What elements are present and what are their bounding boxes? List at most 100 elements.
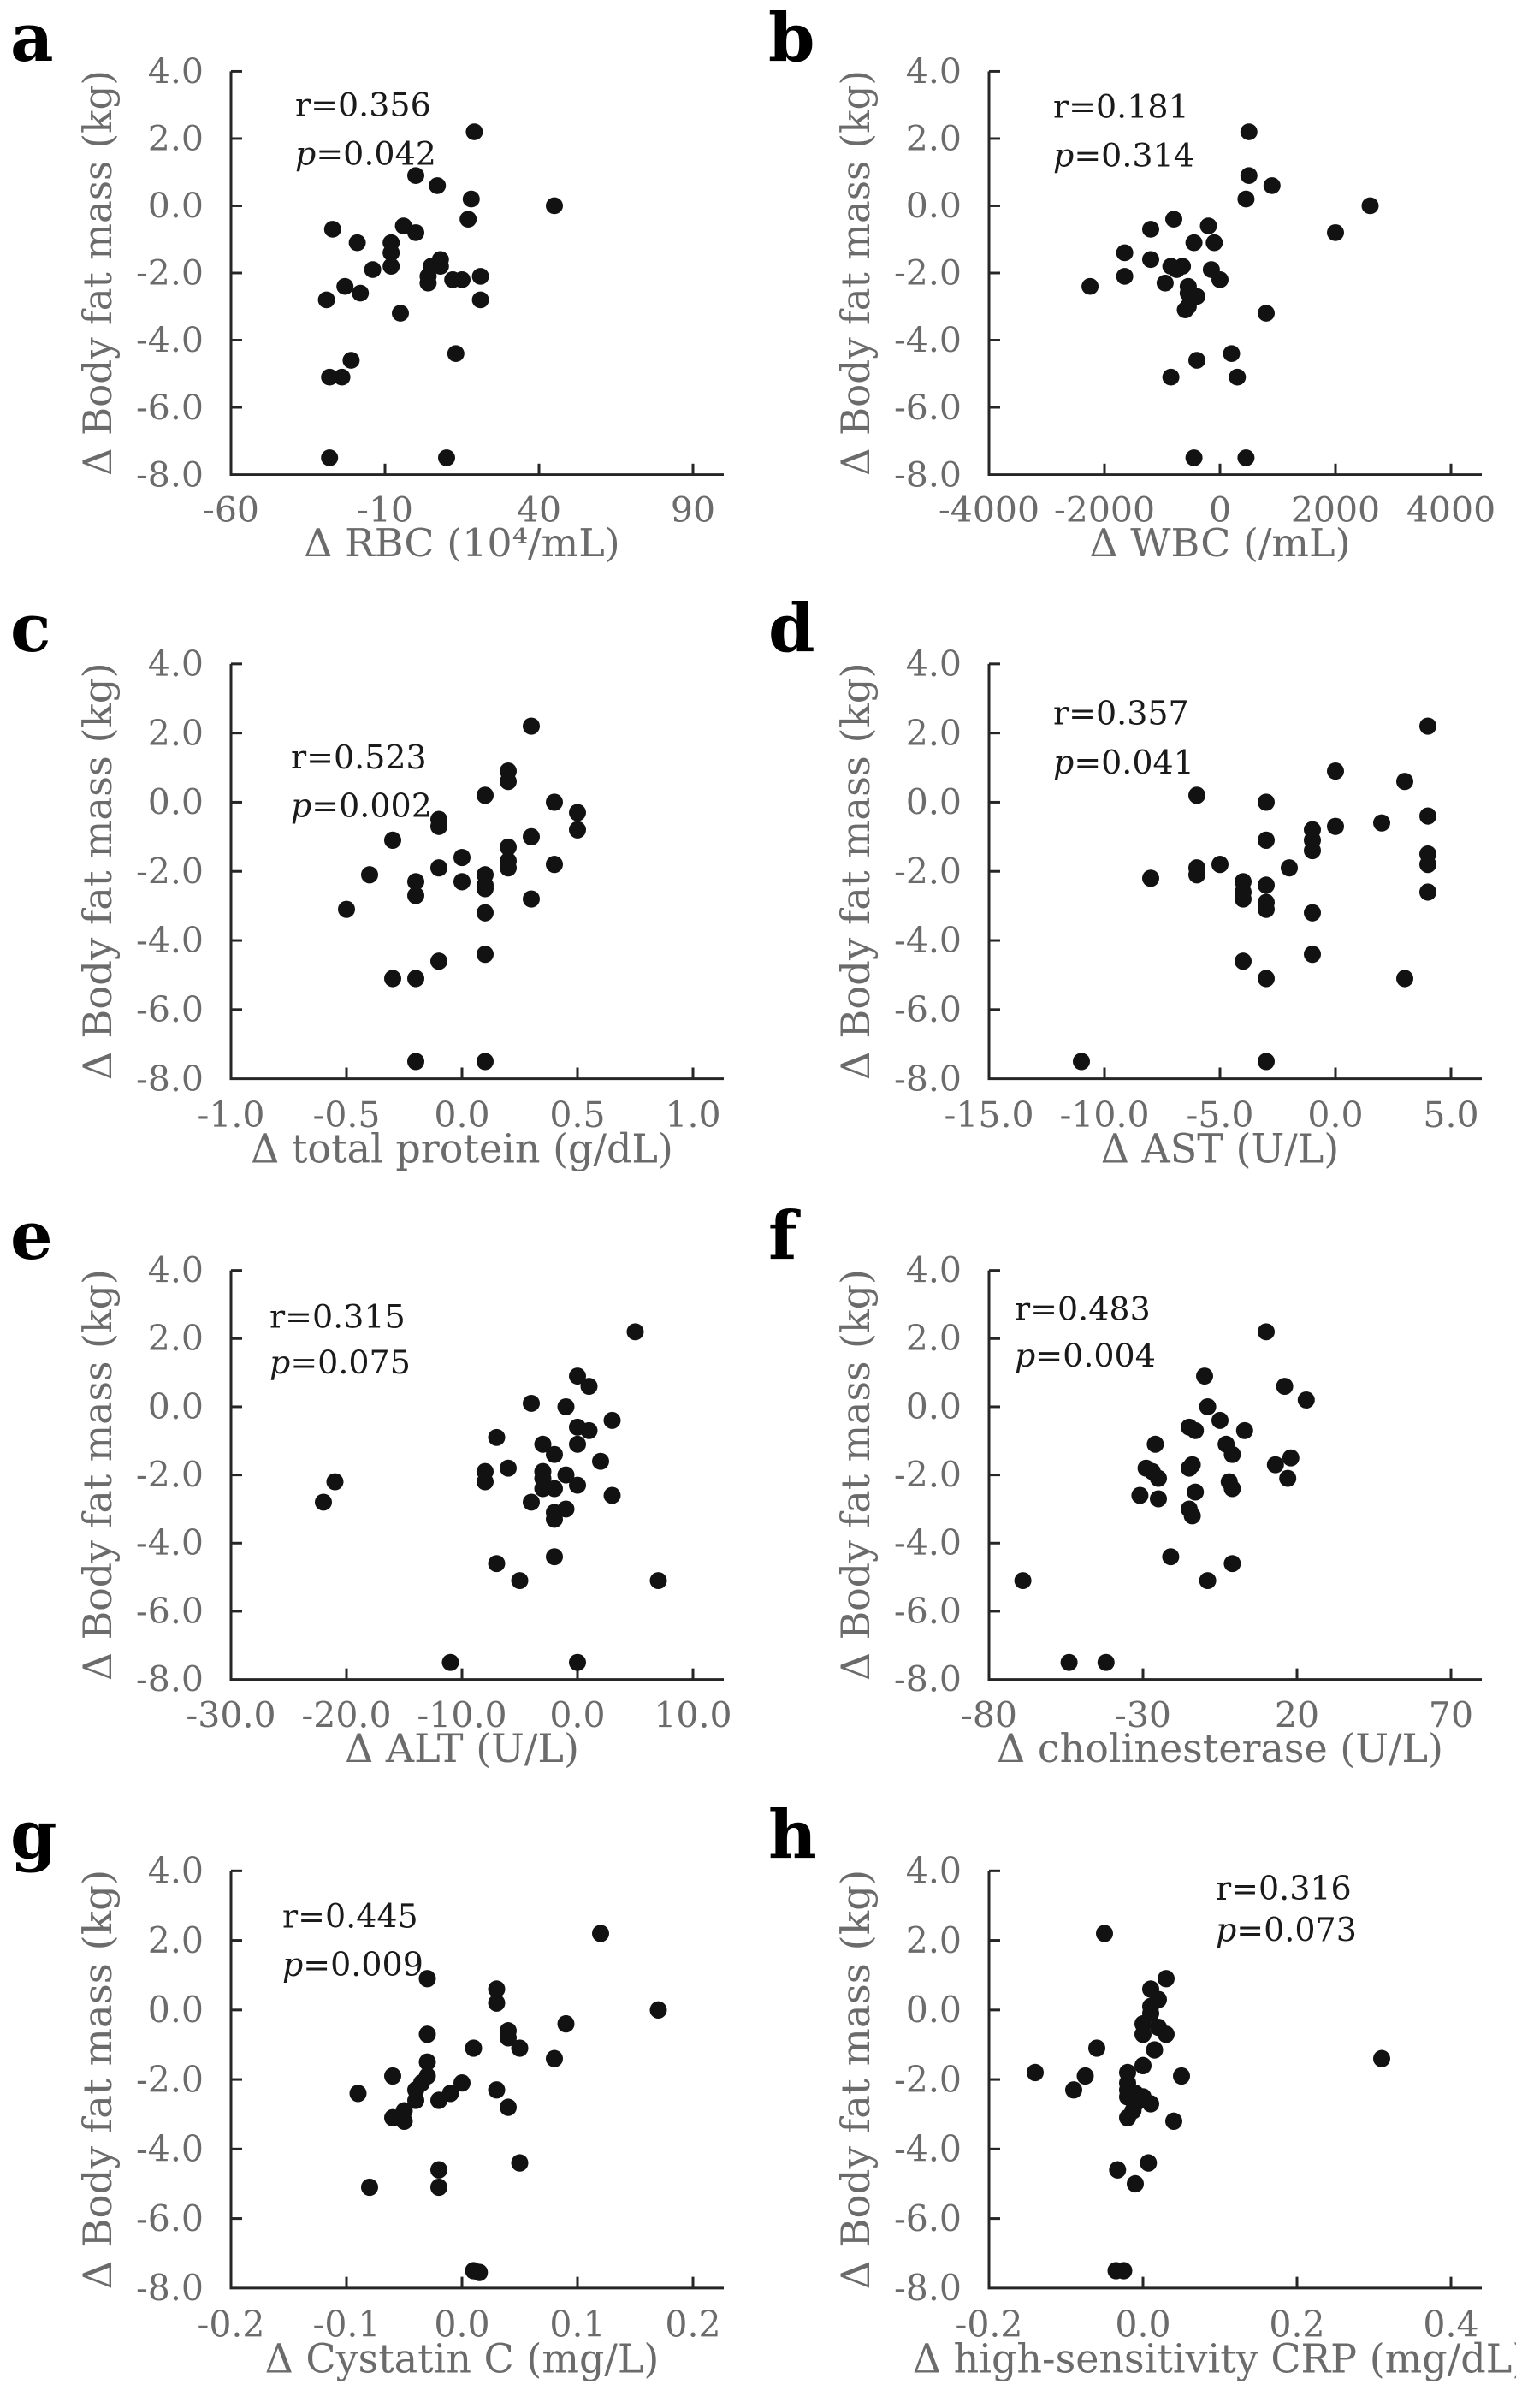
y-tick-label: 4.0 — [148, 51, 204, 92]
x-tick-label: 0.0 — [434, 1094, 489, 1136]
data-point — [500, 2098, 517, 2116]
data-point — [1237, 190, 1255, 208]
data-point — [1088, 2039, 1105, 2057]
y-axis-title: Δ Body fat mass (kg) — [832, 1870, 879, 2290]
data-point — [321, 449, 339, 466]
data-point — [1165, 2112, 1182, 2130]
data-point — [488, 1428, 506, 1446]
data-point — [471, 291, 489, 309]
data-point — [557, 1466, 575, 1484]
data-point — [1327, 817, 1344, 835]
x-tick-label: -0.5 — [312, 1094, 380, 1136]
x-tick-label: 0 — [1209, 489, 1231, 531]
panel-g-letter: g — [10, 1797, 57, 1874]
data-point — [1014, 1572, 1032, 1590]
data-point — [500, 773, 517, 791]
data-point — [1281, 859, 1298, 877]
data-point — [534, 1435, 552, 1453]
x-tick-label: 0.4 — [1423, 2304, 1478, 2345]
panel-c: c 4.0 2.0 0.0 -2.0 -4.0 -6.0 -8.0 -1.0 -0.5 0.0 0.… — [0, 590, 758, 1198]
data-point — [649, 1572, 667, 1590]
data-point — [1116, 244, 1134, 262]
axis-frame — [987, 71, 1482, 477]
data-point — [1276, 1378, 1294, 1396]
data-point — [1127, 2174, 1144, 2193]
panel-a: a 4.0 2.0 0.0 -2.0 -4.0 -6.0 -8.0 -60 -10 40 90 Δ B… — [0, 0, 758, 590]
panel-g: g 4.0 2.0 0.0 -2.0 -4.0 -6.0 -8.0 -0.2 -0.1 0.0 0.… — [0, 1797, 758, 2408]
y-tick-label: 4.0 — [906, 51, 962, 92]
x-tick-label: -80 — [961, 1694, 1017, 1735]
x-tick-label: 70 — [1429, 1694, 1473, 1735]
x-tick-label: 2000 — [1291, 489, 1380, 531]
data-point — [361, 866, 378, 884]
data-point — [430, 2091, 447, 2109]
data-point — [323, 221, 341, 238]
data-point — [592, 1452, 609, 1470]
axis-frame — [987, 1270, 1482, 1681]
y-tick-label: 4.0 — [906, 1850, 962, 1891]
data-point — [546, 1548, 563, 1566]
data-point — [1279, 1469, 1297, 1487]
data-point — [1235, 952, 1252, 970]
data-point — [500, 859, 517, 877]
data-point — [580, 1378, 598, 1396]
data-point — [1419, 883, 1436, 901]
y-tick-label: -6.0 — [136, 2198, 204, 2239]
data-point — [1115, 2262, 1133, 2280]
data-point — [453, 873, 471, 891]
data-point — [569, 1653, 586, 1671]
data-point — [352, 284, 370, 302]
data-point — [1109, 2161, 1127, 2179]
y-tick-label: 0.0 — [906, 186, 962, 227]
data-point — [1060, 1653, 1078, 1671]
data-point — [546, 1480, 563, 1498]
data-point — [1142, 251, 1159, 269]
data-point — [477, 1473, 494, 1491]
data-point — [459, 211, 477, 228]
x-tick-label: -30 — [1115, 1694, 1171, 1735]
y-tick-label: -2.0 — [136, 851, 204, 892]
panel-b: b 4.0 2.0 0.0 -2.0 -4.0 -6.0 -8.0 -4000 -2000 0 20… — [758, 0, 1516, 590]
y-tick-label: -4.0 — [136, 2128, 204, 2169]
data-point — [569, 1435, 586, 1453]
data-point — [418, 2025, 436, 2043]
panel-d: d 4.0 2.0 0.0 -2.0 -4.0 -6.0 -8.0 -15.0 -10.0 -5.… — [758, 590, 1516, 1198]
data-point — [392, 305, 409, 322]
x-tick-label: -0.2 — [197, 2304, 264, 2345]
data-point — [488, 1555, 506, 1573]
data-point — [1237, 449, 1255, 466]
x-axis-title: Δ WBC (/mL) — [1089, 520, 1350, 566]
data-point — [1266, 1456, 1284, 1474]
data-point — [523, 890, 540, 908]
y-axis-title: Δ Body fat mass (kg) — [74, 1269, 121, 1681]
data-point — [471, 2263, 489, 2281]
y-tick-label: -8.0 — [136, 1059, 204, 1100]
data-point — [1327, 224, 1344, 241]
data-point — [1146, 1435, 1164, 1453]
data-point — [1240, 123, 1258, 140]
data-point — [523, 1493, 540, 1511]
data-point — [441, 1653, 459, 1671]
data-point — [382, 258, 400, 275]
data-point — [1258, 305, 1275, 322]
panel-c-letter: c — [10, 590, 51, 667]
data-point — [477, 880, 494, 898]
y-tick-label: -4.0 — [894, 1522, 962, 1563]
data-point — [348, 234, 366, 252]
data-point — [315, 1493, 332, 1511]
data-point — [477, 946, 494, 964]
x-tick-label: -0.1 — [312, 2304, 380, 2345]
y-tick-label: -4.0 — [894, 2128, 962, 2169]
y-tick-label: 2.0 — [906, 713, 962, 754]
y-tick-label: 0.0 — [148, 1386, 204, 1427]
data-point — [407, 2091, 424, 2109]
data-point — [1162, 368, 1180, 386]
data-point — [603, 1411, 621, 1429]
y-tick-label: -8.0 — [894, 1659, 962, 1700]
y-tick-label: 2.0 — [906, 118, 962, 159]
x-tick-label: -1.0 — [197, 1094, 264, 1136]
data-point — [465, 2039, 483, 2057]
data-point — [603, 1486, 621, 1504]
data-point — [1131, 1486, 1149, 1504]
data-point — [523, 717, 540, 735]
